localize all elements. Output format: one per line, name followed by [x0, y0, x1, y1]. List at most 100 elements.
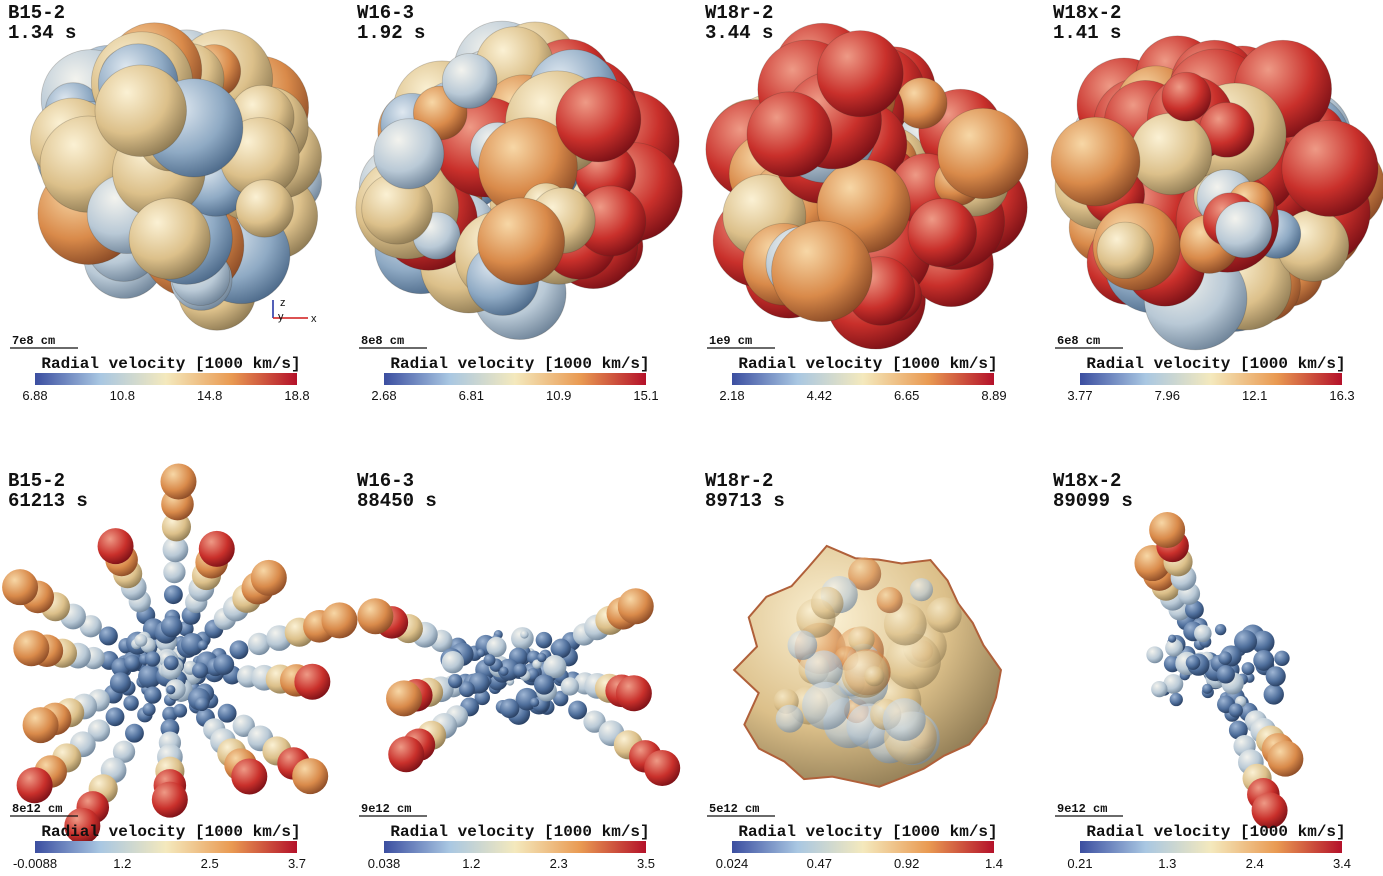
blob: [1163, 673, 1184, 694]
blob: [160, 615, 183, 638]
colorbar-tick-label: 12.1: [1242, 388, 1267, 403]
blob: [1251, 630, 1275, 654]
model-name: W18r-2: [705, 2, 773, 24]
blob: [551, 638, 571, 659]
blob: [197, 640, 208, 651]
panel: W16-31.92 s 8e8 cm Radial velocity [1000 k…: [355, 2, 683, 403]
blob: [144, 686, 162, 704]
blob: [441, 53, 498, 109]
blob: [1265, 666, 1286, 687]
blob: [1214, 623, 1227, 636]
blob: [373, 118, 445, 190]
scale-label: 5e12 cm: [709, 802, 759, 816]
blob: [163, 560, 186, 584]
blob: [555, 76, 642, 163]
rendering: [705, 22, 1029, 350]
blob: [532, 659, 542, 669]
blob: [166, 685, 176, 695]
colorbar-tick-label: 14.8: [197, 388, 222, 403]
scale-label: 7e8 cm: [12, 334, 55, 348]
blob: [388, 736, 425, 773]
blob: [64, 807, 101, 844]
model-name: B15-2: [8, 470, 65, 492]
blob: [87, 719, 111, 742]
blob: [615, 675, 652, 712]
colorbar-tick-label: 3.7: [288, 856, 306, 871]
blob: [1228, 720, 1248, 740]
blob: [321, 602, 358, 639]
blob: [552, 690, 569, 707]
blob: [810, 586, 844, 620]
blob: [162, 536, 189, 563]
blob: [775, 704, 804, 733]
time-label: 89099 s: [1053, 490, 1133, 512]
panel: B15-21.34 s 7e8 cm Radial velocity [1000 k…: [8, 2, 322, 403]
blob: [474, 689, 491, 706]
blob: [816, 30, 904, 118]
blob: [535, 631, 553, 649]
colorbar-tick-label: 3.4: [1333, 856, 1351, 871]
rendering: [2, 463, 358, 844]
blob: [194, 696, 209, 712]
blob: [109, 672, 131, 694]
blob: [134, 633, 148, 647]
colorbar-tick-label: 0.47: [807, 856, 832, 871]
colorbar-tick-label: 2.18: [719, 388, 744, 403]
time-label: 3.44 s: [705, 22, 773, 44]
blob: [1161, 71, 1212, 122]
blob: [909, 578, 934, 602]
blob: [499, 698, 520, 719]
blob: [907, 198, 977, 268]
blob: [250, 559, 287, 596]
colorbar-tick-label: 2.5: [201, 856, 219, 871]
blob: [1218, 651, 1232, 665]
axis-label: x: [311, 313, 317, 325]
blob: [787, 630, 818, 660]
blob: [292, 758, 329, 795]
model-name: W16-3: [357, 2, 414, 24]
blob: [1096, 221, 1154, 280]
blob: [1253, 649, 1275, 671]
blob: [231, 758, 268, 795]
blob: [98, 626, 118, 646]
blob: [198, 530, 235, 567]
blob: [483, 654, 496, 666]
blob: [1151, 680, 1168, 698]
blob: [560, 677, 580, 696]
axes-triad: zy x: [272, 297, 317, 325]
blob: [1251, 792, 1288, 829]
blob: [476, 648, 486, 658]
blob: [1216, 665, 1235, 684]
blob: [530, 697, 540, 707]
colorbar-tick-label: 1.3: [1158, 856, 1176, 871]
blob: [882, 698, 926, 742]
colorbar-tick-label: 6.88: [22, 388, 47, 403]
blob: [144, 651, 161, 667]
blob: [459, 681, 475, 698]
colorbar-tick-label: 8.89: [981, 388, 1006, 403]
blob: [883, 602, 927, 646]
blob: [1267, 740, 1304, 777]
colorbar-label: Radial velocity [1000 km/s]: [738, 355, 997, 373]
blob: [105, 707, 125, 727]
model-name: W18r-2: [705, 470, 773, 492]
blob: [232, 714, 255, 737]
blob: [848, 557, 882, 591]
panel: W18r-23.44 s 1e9 cm Radial velocity [1000 …: [705, 2, 1029, 403]
blob: [386, 680, 423, 717]
time-label: 61213 s: [8, 490, 88, 512]
time-label: 89713 s: [705, 490, 785, 512]
blob: [151, 781, 188, 818]
rendering: [1134, 511, 1304, 829]
model-name: B15-2: [8, 2, 65, 24]
colorbar-tick-label: 1.4: [985, 856, 1003, 871]
blob: [192, 662, 209, 679]
colorbar-tick-label: 6.65: [894, 388, 919, 403]
axis-label: z: [280, 297, 286, 309]
colorbar-tick-label: 3.5: [637, 856, 655, 871]
blob: [13, 630, 50, 667]
blob: [937, 107, 1029, 199]
blob: [124, 654, 141, 671]
blob: [180, 633, 204, 656]
blob: [173, 703, 188, 718]
